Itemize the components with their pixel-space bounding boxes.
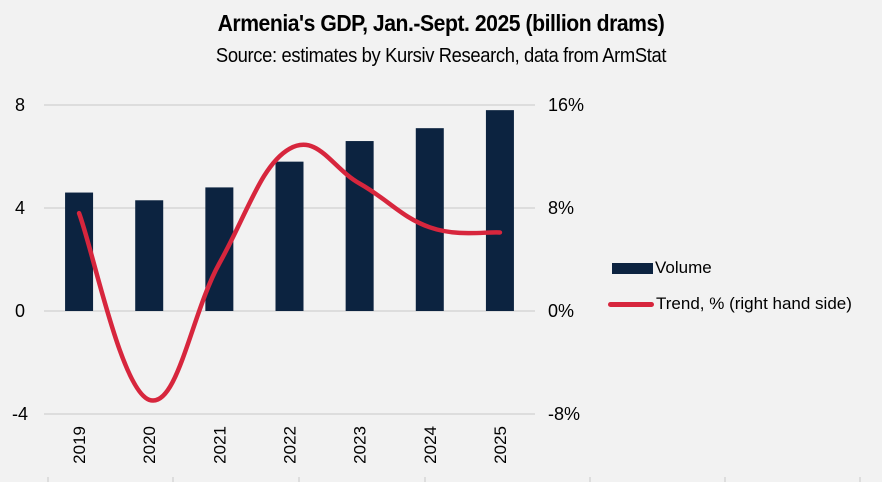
right-tick-label: -8% — [548, 404, 580, 424]
chart-title: Armenia's GDP, Jan.-Sept. 2025 (billion … — [217, 10, 665, 36]
line-series — [76, 142, 503, 403]
legend: Volume Trend, % (right hand side) — [608, 250, 852, 322]
x-tick-label: 2019 — [70, 426, 89, 464]
left-tick-label: 4 — [15, 198, 25, 218]
left-tick-label: -4 — [12, 404, 28, 424]
x-tick-label: 2023 — [351, 426, 370, 464]
legend-label-trend: Trend, % (right hand side) — [656, 294, 852, 313]
right-axis: 16% 8% 0% -8% — [548, 95, 584, 424]
legend-label-volume: Volume — [655, 258, 712, 277]
legend-item-volume: Volume — [612, 250, 852, 286]
x-tick-label: 2024 — [421, 426, 440, 464]
legend-swatch-volume — [612, 262, 653, 274]
bar-2025 — [485, 110, 514, 312]
bar-2024 — [415, 128, 444, 311]
legend-item-trend: Trend, % (right hand side) — [608, 286, 852, 322]
bar-2022 — [275, 161, 304, 311]
bar-2023 — [345, 141, 374, 311]
x-tick-label: 2020 — [140, 426, 159, 464]
x-tick-label: 2021 — [210, 426, 229, 464]
legend-swatch-trend — [608, 301, 654, 307]
bottom-tick-marks — [47, 477, 861, 482]
bar-series — [65, 110, 514, 312]
right-tick-label: 0% — [548, 301, 574, 321]
trend-line — [76, 142, 503, 403]
left-axis: 8 4 0 -4 — [12, 95, 28, 424]
bar-2020 — [135, 200, 164, 311]
x-axis: 2019 2020 2021 2022 2023 2024 2025 — [70, 426, 510, 464]
chart-subtitle: Source: estimates by Kursiv Research, da… — [215, 45, 667, 67]
right-tick-label: 8% — [548, 198, 574, 218]
right-tick-label: 16% — [548, 95, 584, 115]
x-tick-label: 2025 — [491, 426, 510, 464]
left-tick-label: 0 — [15, 301, 25, 321]
x-tick-label: 2022 — [281, 426, 300, 464]
left-tick-label: 8 — [15, 95, 25, 115]
